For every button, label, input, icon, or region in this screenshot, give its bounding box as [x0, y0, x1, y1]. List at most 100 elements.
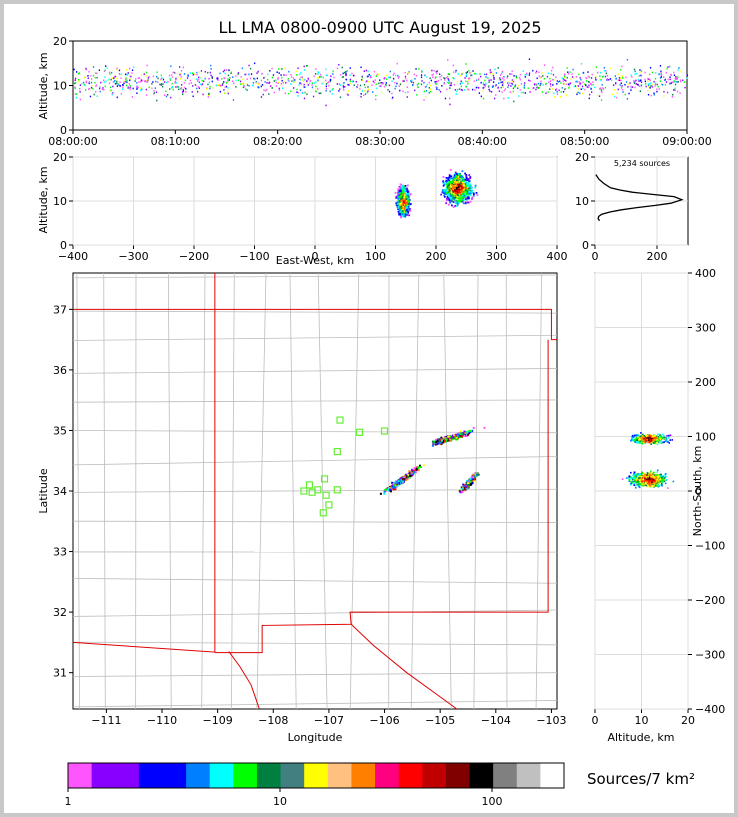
y-tick-label: 0 — [582, 239, 589, 252]
source-point — [633, 484, 636, 486]
source-point — [455, 436, 458, 439]
source-point — [115, 82, 118, 85]
source-point — [222, 70, 224, 73]
source-point — [635, 479, 638, 482]
source-point — [456, 80, 459, 83]
source-point — [442, 181, 445, 184]
source-point — [637, 78, 639, 81]
source-point — [271, 87, 273, 89]
source-point — [401, 191, 404, 194]
source-point — [480, 75, 482, 78]
source-point — [654, 475, 657, 478]
source-point — [644, 483, 646, 485]
source-point — [393, 72, 395, 75]
source-point — [127, 87, 129, 89]
source-point — [628, 477, 630, 480]
source-point — [511, 82, 513, 85]
source-point — [468, 193, 471, 196]
source-point — [637, 83, 639, 86]
source-point — [452, 187, 454, 190]
source-point — [152, 75, 155, 78]
source-point — [107, 79, 109, 82]
source-point — [400, 198, 402, 201]
source-point — [197, 80, 199, 82]
source-point — [226, 69, 228, 71]
x-tick-label: −109 — [203, 714, 233, 727]
source-point — [284, 67, 286, 70]
source-point — [136, 82, 138, 84]
source-point — [401, 208, 404, 211]
source-point — [679, 79, 681, 81]
source-point — [636, 484, 639, 487]
source-point — [465, 175, 468, 178]
source-point — [452, 206, 455, 208]
source-point — [633, 68, 636, 71]
source-point — [392, 74, 394, 76]
source-point — [285, 81, 287, 84]
source-point — [472, 70, 474, 72]
source-point — [390, 488, 392, 491]
source-point — [257, 86, 259, 88]
source-point — [379, 492, 382, 495]
source-point — [669, 82, 671, 85]
source-point — [422, 464, 425, 467]
source-point — [447, 203, 450, 206]
source-point — [103, 89, 105, 91]
source-point — [578, 88, 580, 90]
source-point — [306, 64, 308, 67]
source-point — [417, 466, 420, 469]
source-point — [578, 73, 580, 76]
source-point — [649, 67, 652, 69]
source-point — [440, 438, 443, 441]
source-point — [665, 72, 667, 74]
source-point — [111, 92, 114, 95]
x-tick-label: −110 — [147, 714, 177, 727]
source-point — [466, 430, 469, 433]
source-point — [485, 73, 488, 76]
source-point — [677, 76, 679, 78]
source-point — [352, 80, 354, 83]
source-point — [460, 490, 463, 493]
source-point — [659, 77, 662, 79]
source-point — [402, 185, 405, 188]
source-point — [401, 197, 403, 200]
source-point — [296, 88, 298, 91]
source-point — [291, 80, 293, 82]
source-point — [372, 91, 374, 93]
map-layer — [73, 273, 557, 709]
source-point — [480, 81, 482, 84]
source-point — [500, 73, 503, 75]
source-point — [654, 77, 657, 80]
source-point — [297, 67, 299, 70]
source-point — [556, 93, 559, 95]
source-point — [408, 203, 411, 206]
source-point — [182, 93, 184, 95]
source-point — [241, 67, 243, 70]
county-line — [167, 273, 172, 709]
source-point — [295, 70, 297, 73]
source-point — [157, 77, 159, 80]
source-point — [639, 90, 641, 92]
source-point — [104, 76, 106, 78]
source-point — [405, 77, 407, 80]
source-point — [457, 194, 459, 196]
source-point — [223, 81, 225, 83]
source-point — [460, 435, 463, 438]
source-point — [464, 196, 467, 198]
source-point — [654, 485, 657, 487]
source-point — [504, 88, 506, 90]
source-point — [650, 82, 652, 84]
source-point — [408, 71, 410, 73]
source-point — [618, 77, 621, 79]
source-point — [448, 195, 450, 197]
x-tick-label: 200 — [647, 250, 668, 263]
source-point — [349, 82, 351, 85]
source-point — [640, 70, 643, 72]
source-point — [329, 79, 332, 81]
source-point — [449, 181, 452, 184]
source-point — [155, 80, 157, 83]
source-point — [450, 435, 452, 438]
source-point — [678, 67, 680, 69]
source-point — [317, 73, 319, 75]
source-point — [649, 479, 652, 482]
